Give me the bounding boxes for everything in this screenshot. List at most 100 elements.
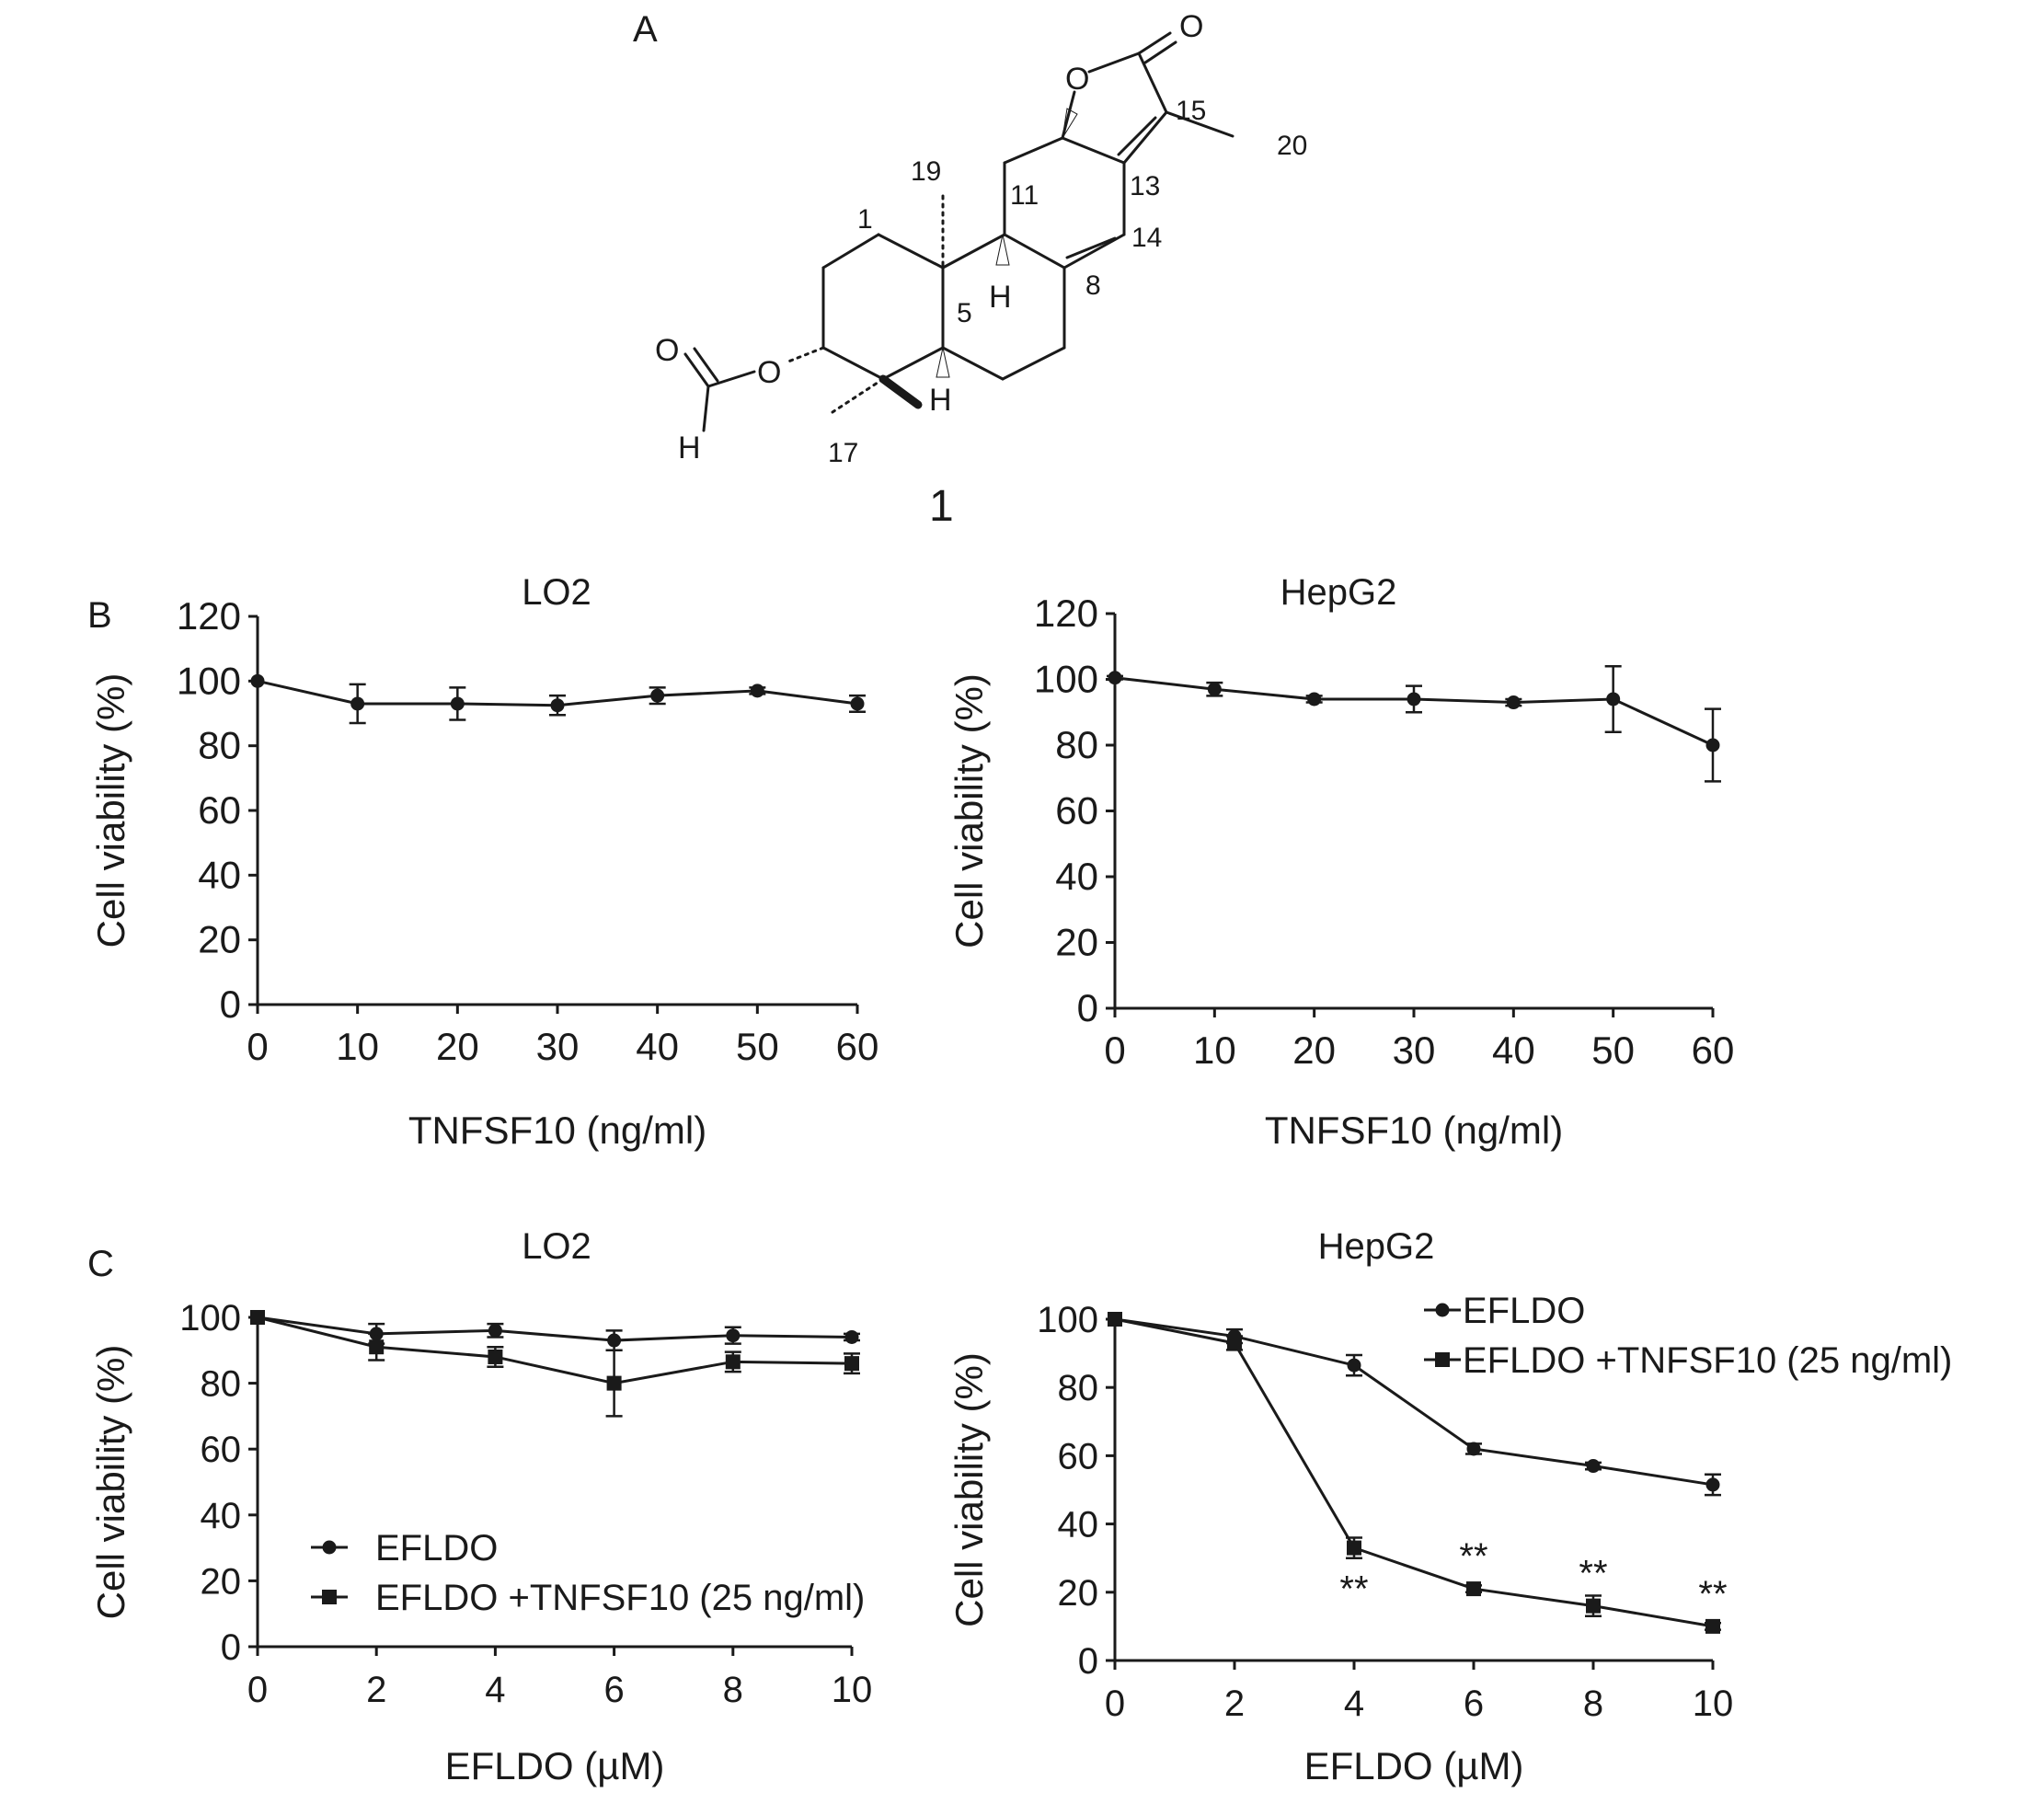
chart-title: LO2 [522, 1226, 591, 1267]
y-tick-label: 40 [201, 1496, 242, 1536]
chart-c-lo2: LO2 0 20 40 60 80 100 0 2 4 6 8 10 EFLDO (µM) Cell via… [89, 1226, 872, 1787]
data-point-square [1227, 1335, 1242, 1350]
locant-5: 5 [957, 298, 972, 328]
x-tick-label: 4 [485, 1670, 505, 1710]
y-axis-label: Cell viability (%) [947, 673, 991, 948]
x-axis-label: TNFSF10 (ng/ml) [408, 1109, 706, 1152]
data-point-circle [1347, 1358, 1361, 1373]
y-tick-label: 100 [1034, 658, 1098, 701]
y-tick-label: 20 [201, 1561, 242, 1602]
x-tick-label: 6 [603, 1670, 624, 1710]
data-point-circle [250, 673, 265, 688]
atom-h-9: H [989, 280, 1012, 315]
x-tick-label: 20 [436, 1025, 479, 1068]
panel-label-a: A [633, 9, 658, 50]
data-point-square [488, 1349, 503, 1364]
data-point-circle [1586, 1459, 1601, 1474]
data-point-circle [1207, 682, 1222, 696]
data-point-square [369, 1339, 385, 1355]
data-point-circle [488, 1323, 502, 1338]
y-tick-label: 20 [1058, 1573, 1099, 1614]
data-point-square [1347, 1540, 1361, 1556]
data-point-circle [1705, 738, 1720, 753]
y-axis-label: Cell viability (%) [89, 1345, 132, 1620]
compound-number: 1 [929, 482, 954, 531]
atom-o-ester: O [757, 355, 781, 390]
significance-marker: ** [1698, 1574, 1727, 1614]
x-tick-label: 60 [1692, 1028, 1735, 1072]
x-tick-label: 10 [1693, 1683, 1734, 1724]
chemical-structure [683, 31, 1234, 432]
chart-title: HepG2 [1280, 572, 1397, 613]
data-point-circle [350, 696, 365, 711]
significance-marker: ** [1579, 1554, 1607, 1594]
data-point-circle [450, 696, 465, 711]
data-point-circle [1606, 692, 1621, 707]
y-axis-label: Cell viability (%) [89, 673, 132, 948]
x-tick-label: 50 [736, 1025, 779, 1068]
data-point-circle [850, 696, 865, 711]
x-tick-label: 8 [723, 1670, 743, 1710]
locant-15: 15 [1176, 96, 1206, 126]
x-tick-label: 2 [366, 1670, 386, 1710]
y-tick-label: 120 [177, 594, 241, 638]
x-axis-label: EFLDO (µM) [1304, 1744, 1524, 1787]
data-point-circle [1466, 1442, 1481, 1456]
x-tick-label: 20 [1292, 1028, 1336, 1072]
x-tick-label: 0 [247, 1670, 268, 1710]
data-point-circle [607, 1333, 622, 1348]
legend-marker-square [322, 1590, 337, 1604]
x-tick-label: 2 [1224, 1683, 1245, 1724]
locant-8: 8 [1085, 270, 1101, 301]
data-point-square [725, 1354, 741, 1370]
data-point-circle [844, 1329, 859, 1344]
y-tick-label: 80 [1055, 723, 1098, 766]
significance-marker: ** [1339, 1569, 1368, 1610]
significance-marker: ** [1459, 1536, 1487, 1577]
x-tick-label: 40 [1492, 1028, 1535, 1072]
data-point-circle [1108, 671, 1122, 685]
data-point-square [1108, 1312, 1122, 1327]
locant-11: 11 [1010, 180, 1039, 211]
legend-marker-circle [1435, 1303, 1450, 1317]
series-line-2 [257, 1316, 853, 1385]
locant-19: 19 [911, 156, 941, 187]
y-tick-label: 60 [1058, 1436, 1099, 1477]
y-tick-label: 0 [221, 1627, 241, 1668]
locant-17: 17 [828, 438, 858, 468]
x-tick-label: 60 [836, 1025, 879, 1068]
x-tick-label: 4 [1344, 1683, 1364, 1724]
atom-o-carbonyl: O [1179, 9, 1203, 44]
legend: EFLDO EFLDO +TNFSF10 (25 ng/ml) [1424, 1291, 1952, 1381]
y-tick-label: 80 [1058, 1368, 1099, 1408]
legend: EFLDO EFLDO +TNFSF10 (25 ng/ml) [311, 1528, 865, 1618]
y-tick-label: 100 [179, 1298, 241, 1339]
panel-label-c: C [87, 1244, 114, 1284]
y-tick-label: 40 [1055, 855, 1098, 898]
atom-h-5: H [929, 383, 952, 418]
data-point-circle [1307, 692, 1322, 707]
data-point-square [1466, 1581, 1481, 1597]
data-point-square [1705, 1618, 1720, 1634]
data-point-square [1586, 1598, 1601, 1614]
y-tick-label: 20 [1055, 921, 1098, 964]
series-line-1 [257, 1316, 853, 1342]
y-tick-label: 60 [198, 788, 241, 832]
y-tick-label: 100 [1037, 1300, 1098, 1340]
y-axis-label: Cell viability (%) [947, 1352, 991, 1627]
x-tick-label: 40 [636, 1025, 679, 1068]
x-tick-label: 10 [1193, 1028, 1236, 1072]
data-point-circle [750, 684, 764, 698]
legend-label: EFLDO [375, 1528, 498, 1568]
series-line-2 [1114, 1317, 1714, 1628]
x-tick-label: 30 [536, 1025, 580, 1068]
data-point-circle [1506, 695, 1521, 710]
x-tick-label: 0 [247, 1025, 268, 1068]
y-tick-label: 100 [177, 659, 241, 702]
locant-13: 13 [1130, 171, 1160, 201]
chart-c-hepg2: HepG2 0 20 40 60 80 100 0 2 4 6 8 10 EFLDO (µM) Cell v… [947, 1226, 1952, 1787]
data-point-square [844, 1356, 859, 1372]
legend-marker-square [1435, 1352, 1450, 1367]
x-axis-label: TNFSF10 (ng/ml) [1265, 1109, 1563, 1152]
